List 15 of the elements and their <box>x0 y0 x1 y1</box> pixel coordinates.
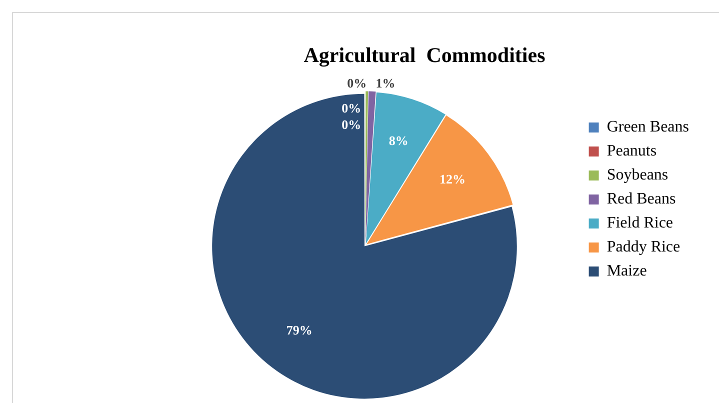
text: 0% <box>342 100 362 116</box>
legend-label: Green Beans <box>606 118 689 136</box>
legend-label: Red Beans <box>606 190 676 208</box>
text: 0% <box>342 117 362 132</box>
legend-label: Peanuts <box>606 142 657 160</box>
legend-label: Field Rice <box>606 214 674 232</box>
data-label: 12% <box>439 172 466 186</box>
data-label: 8% <box>388 133 408 148</box>
legend-label: Soybeans <box>606 166 668 184</box>
data-label: 0% <box>347 76 367 91</box>
legend-label: Paddy Rice <box>606 238 680 256</box>
legend-label: Maize <box>606 262 647 280</box>
data-label: 1% <box>376 76 396 91</box>
chart-title: Agricultural Commodities <box>304 43 546 68</box>
data-label: 79% <box>286 322 312 338</box>
